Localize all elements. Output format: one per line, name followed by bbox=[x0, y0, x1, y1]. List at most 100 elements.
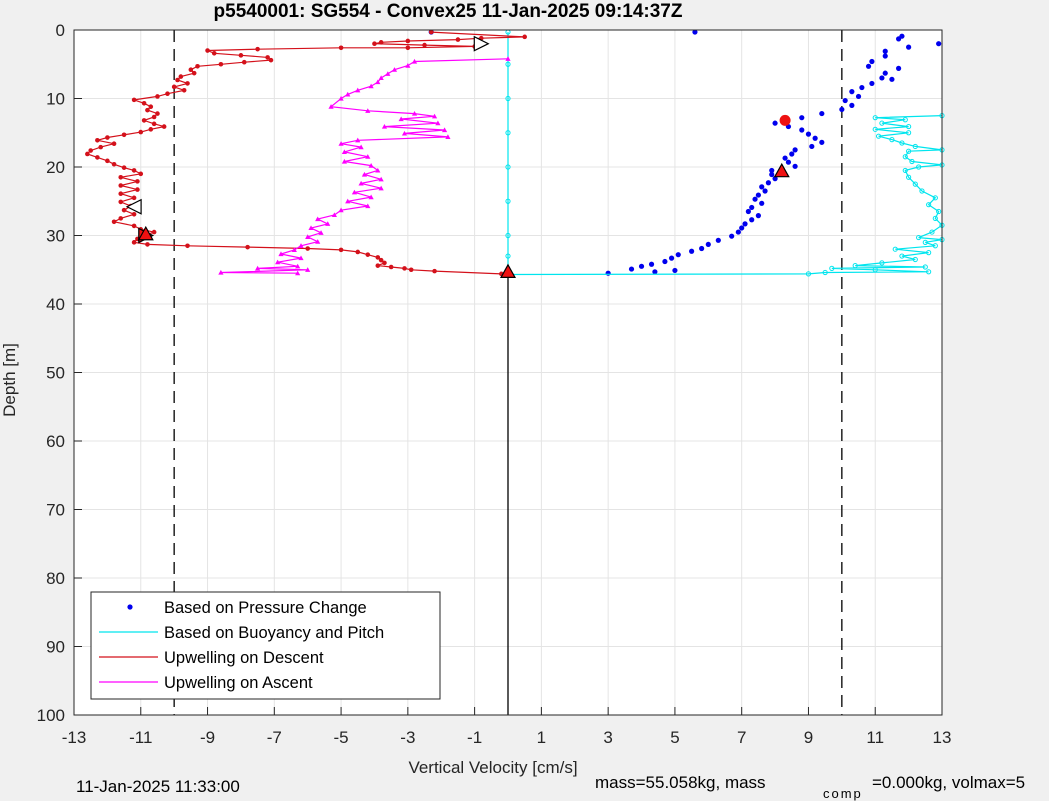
series-descent-point bbox=[148, 104, 154, 110]
series-descent-point bbox=[408, 267, 414, 273]
series-descent-point bbox=[151, 121, 157, 127]
series-ascent-point bbox=[278, 251, 284, 257]
series-pressure-point bbox=[859, 84, 865, 91]
series-pressure-point bbox=[715, 237, 721, 243]
series-ascent-point bbox=[298, 243, 304, 248]
series-descent-point bbox=[111, 161, 117, 167]
series-pressure-point bbox=[705, 241, 711, 248]
series-descent-point bbox=[155, 111, 160, 116]
series-pressure-point bbox=[689, 248, 695, 254]
series-buoyancy-point bbox=[505, 95, 511, 102]
series-ascent-point bbox=[355, 137, 361, 143]
series-buoyancy-point bbox=[899, 140, 905, 146]
legend-label: Upwelling on Ascent bbox=[164, 674, 313, 692]
series-descent-point bbox=[365, 252, 371, 257]
series-ascent-point bbox=[341, 158, 348, 164]
series-buoyancy-point bbox=[889, 137, 895, 143]
series-descent-point bbox=[118, 183, 124, 188]
series-descent-point bbox=[241, 59, 247, 65]
series-buoyancy-point bbox=[902, 167, 908, 174]
series-descent-point bbox=[405, 45, 411, 51]
y-tick-label: 50 bbox=[46, 364, 65, 383]
series-descent-point bbox=[131, 240, 137, 245]
series-ascent-point bbox=[295, 263, 301, 269]
series-descent-point bbox=[85, 151, 90, 157]
series-descent-point bbox=[105, 135, 110, 140]
series-buoyancy-point bbox=[505, 232, 511, 239]
series-descent-point bbox=[238, 53, 244, 58]
series-ascent-point bbox=[295, 270, 301, 276]
series-descent-point bbox=[175, 77, 180, 83]
series-ascent-point bbox=[405, 63, 411, 68]
series-descent-point bbox=[155, 94, 160, 99]
series-pressure-point bbox=[812, 135, 818, 141]
series-descent-point bbox=[131, 97, 137, 103]
series-descent-point bbox=[118, 199, 124, 205]
series-pressure-point bbox=[906, 44, 912, 50]
series-buoyancy-point bbox=[926, 202, 932, 208]
series-ascent bbox=[218, 56, 511, 276]
series-descent-point bbox=[151, 229, 157, 235]
series-ascent-point bbox=[255, 265, 261, 271]
series-descent-point bbox=[98, 144, 104, 150]
x-tick-label: 7 bbox=[737, 728, 746, 747]
series-pressure-point bbox=[805, 131, 812, 137]
series-descent-point bbox=[338, 45, 344, 51]
series-descent-point bbox=[161, 124, 167, 129]
series-pressure-point bbox=[729, 233, 735, 239]
series-ascent-point bbox=[401, 130, 408, 136]
series-buoyancy-point bbox=[505, 61, 511, 67]
series-descent-point bbox=[138, 171, 144, 177]
series-ascent-point bbox=[385, 71, 391, 76]
chart-title: p5540001: SG554 - Convex25 11-Jan-2025 0… bbox=[214, 1, 683, 22]
series-descent-point bbox=[382, 260, 387, 266]
series-descent-point bbox=[95, 137, 100, 143]
series-ascent-point bbox=[391, 67, 398, 72]
x-tick-label: -13 bbox=[62, 728, 87, 747]
series-ascent-point bbox=[505, 56, 511, 61]
y-tick-label: 10 bbox=[46, 90, 65, 109]
series-buoyancy-point bbox=[902, 117, 908, 123]
series-buoyancy-point bbox=[936, 208, 942, 215]
series-ascent-point bbox=[375, 167, 381, 173]
series-pressure-point bbox=[842, 97, 848, 104]
series-pressure-point bbox=[889, 76, 895, 82]
series-pressure-point bbox=[792, 147, 798, 153]
direction-marker-triangle-up bbox=[773, 162, 790, 178]
series-ascent-point bbox=[411, 110, 418, 116]
direction-marker-triangle-up bbox=[499, 263, 517, 279]
series-descent-point bbox=[141, 118, 147, 123]
series-descent-point bbox=[265, 55, 270, 60]
series-descent-point bbox=[151, 114, 157, 120]
series-ascent-point bbox=[338, 207, 344, 213]
series-descent-point bbox=[378, 257, 384, 263]
series-pressure-point bbox=[668, 255, 675, 261]
series-buoyancy-point bbox=[505, 198, 511, 204]
x-tick-label: -11 bbox=[129, 728, 152, 747]
series-ascent-point bbox=[305, 234, 311, 239]
marker-circle bbox=[779, 114, 791, 126]
series-ascent-point bbox=[378, 185, 384, 191]
series-descent-point bbox=[95, 155, 100, 160]
legend: Based on Pressure Change Based on Buoyanc… bbox=[90, 591, 441, 700]
series-pressure-point bbox=[839, 106, 845, 113]
series-pressure-point bbox=[652, 269, 658, 275]
series-pressure-point bbox=[772, 120, 778, 126]
series-buoyancy-point bbox=[505, 164, 511, 170]
series-descent-point bbox=[378, 40, 384, 45]
series-buoyancy-point bbox=[872, 126, 878, 132]
series-pressure-point bbox=[799, 115, 805, 121]
footer-date: 11-Jan-2025 11:33:00 bbox=[76, 777, 240, 796]
x-tick-label: 9 bbox=[804, 728, 813, 747]
series-pressure-point bbox=[745, 208, 751, 215]
x-tick-label: -5 bbox=[334, 728, 349, 747]
series-pressure-point bbox=[769, 167, 775, 174]
series-ascent-point bbox=[375, 79, 381, 85]
series-ascent-point bbox=[345, 91, 351, 97]
series-descent-point bbox=[268, 57, 274, 63]
series-ascent-point bbox=[365, 203, 371, 209]
series-buoyancy-point bbox=[875, 133, 882, 139]
series-pressure-point bbox=[869, 58, 875, 65]
series-descent-point bbox=[111, 219, 117, 225]
series-pressure-point bbox=[752, 196, 758, 202]
